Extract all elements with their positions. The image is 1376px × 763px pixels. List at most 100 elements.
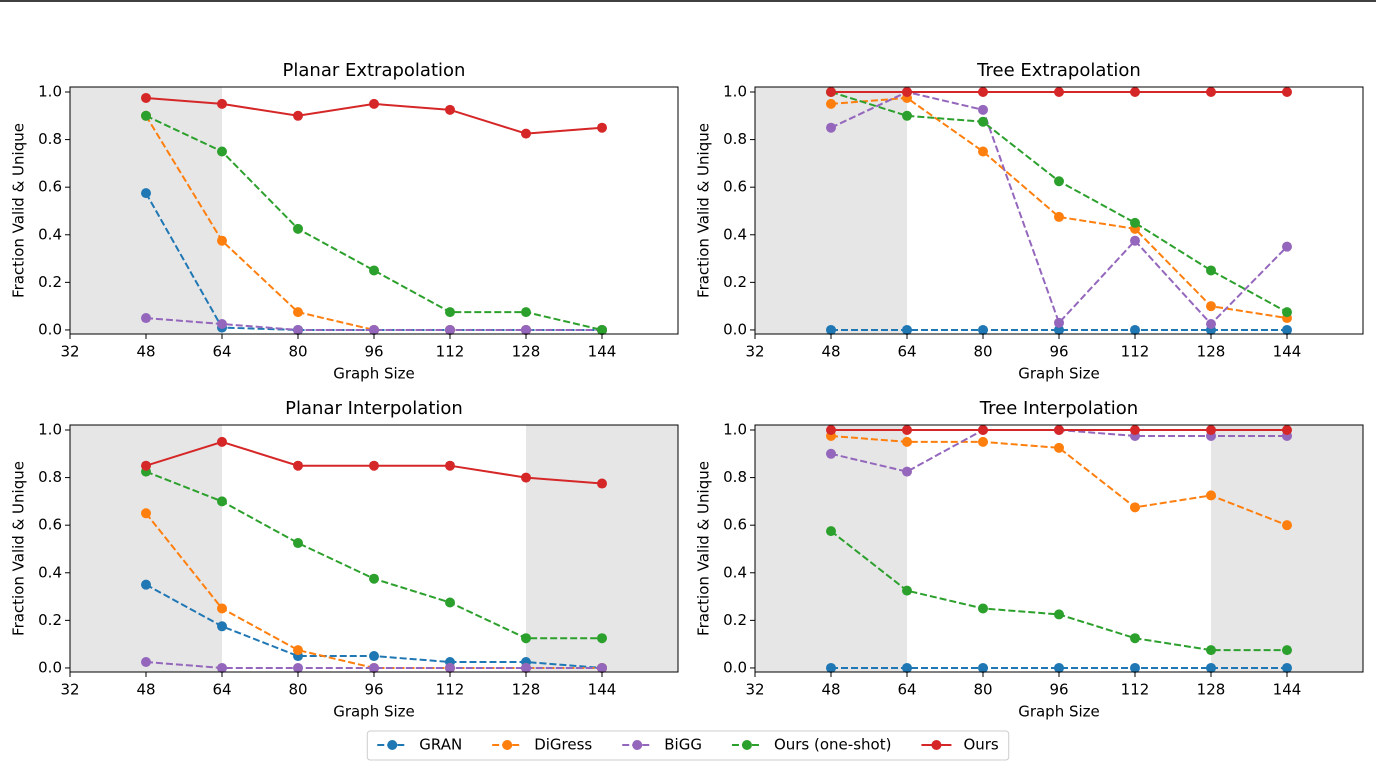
legend-item: BiGG [622, 736, 702, 754]
legend: GRAN DiGress BiGG Ours (one-shot) Ours [366, 730, 1010, 761]
data-point [369, 573, 379, 584]
y-tick-label: 0.8 [723, 468, 747, 486]
x-axis-label: Graph Size [333, 365, 415, 383]
legend-item: Ours (one-shot) [731, 736, 891, 754]
y-axis-label: Fraction Valid & Unique [695, 123, 713, 298]
chart-title: Tree Interpolation [979, 398, 1138, 419]
x-tick-label: 48 [136, 343, 155, 361]
data-point [902, 324, 912, 335]
y-axis-label: Fraction Valid & Unique [10, 123, 28, 298]
data-point [369, 98, 379, 109]
x-tick-label: 128 [1197, 343, 1226, 361]
data-point [978, 86, 988, 97]
y-axis-label: Fraction Valid & Unique [695, 461, 713, 636]
shaded-region [755, 425, 907, 672]
y-tick-label: 1.0 [723, 82, 747, 100]
legend-swatch-marker [741, 740, 752, 750]
x-tick-label: 96 [364, 681, 383, 699]
x-tick-label: 64 [897, 681, 916, 699]
shaded-region [526, 425, 678, 672]
data-point [902, 466, 912, 477]
legend-swatch-marker [387, 740, 398, 750]
y-tick-label: 0.4 [723, 563, 747, 581]
y-tick-label: 1.0 [38, 420, 62, 438]
legend-label: DiGress [534, 736, 592, 754]
x-axis-label: Graph Size [1018, 365, 1100, 383]
data-point [1206, 319, 1216, 330]
data-point [369, 651, 379, 662]
data-point [445, 460, 455, 471]
x-tick-label: 128 [512, 343, 541, 361]
data-point [445, 662, 455, 673]
data-point [1054, 609, 1064, 620]
data-point [293, 110, 303, 121]
data-point [597, 122, 607, 133]
x-tick-label: 32 [60, 343, 79, 361]
data-point [1054, 86, 1064, 97]
x-tick-label: 144 [1273, 681, 1302, 699]
data-point [1206, 265, 1216, 276]
data-point [826, 662, 836, 673]
y-tick-label: 0.8 [38, 130, 62, 148]
x-tick-label: 112 [1121, 681, 1150, 699]
y-tick-label: 0.0 [723, 658, 747, 676]
data-point [1282, 520, 1292, 531]
data-point [141, 313, 151, 324]
x-tick-label: 48 [821, 681, 840, 699]
y-tick-label: 0.0 [38, 658, 62, 676]
data-point [217, 603, 227, 614]
y-tick-label: 0.2 [38, 611, 62, 629]
data-point [1054, 424, 1064, 435]
y-tick-label: 0.8 [723, 130, 747, 148]
y-tick-label: 0.2 [723, 611, 747, 629]
data-point [826, 98, 836, 109]
data-point [902, 110, 912, 121]
x-tick-label: 96 [364, 343, 383, 361]
data-point [293, 662, 303, 673]
legend-frame [366, 730, 1010, 761]
data-point [369, 324, 379, 335]
data-point [445, 597, 455, 608]
data-point [1054, 176, 1064, 187]
x-tick-label: 112 [436, 343, 465, 361]
data-point [597, 478, 607, 489]
y-tick-label: 0.6 [723, 178, 747, 196]
legend-label: GRAN [419, 736, 462, 754]
x-tick-label: 80 [288, 343, 307, 361]
data-point [597, 662, 607, 673]
y-tick-label: 1.0 [38, 82, 62, 100]
data-point [1054, 317, 1064, 328]
data-point [1054, 211, 1064, 222]
data-point [141, 188, 151, 199]
x-tick-label: 144 [588, 681, 617, 699]
data-point [521, 307, 531, 318]
shaded-region [70, 87, 222, 334]
data-point [293, 460, 303, 471]
y-tick-label: 0.0 [723, 320, 747, 338]
data-point [293, 307, 303, 318]
data-point [141, 92, 151, 103]
y-axis-label: Fraction Valid & Unique [10, 461, 28, 636]
x-tick-label: 80 [973, 681, 992, 699]
legend-label: Ours [963, 736, 998, 754]
data-point [293, 645, 303, 656]
x-tick-label: 112 [436, 681, 465, 699]
data-point [217, 621, 227, 632]
data-point [293, 324, 303, 335]
data-point [369, 662, 379, 673]
data-point [597, 324, 607, 335]
x-tick-label: 64 [897, 343, 916, 361]
y-tick-label: 0.6 [723, 516, 747, 534]
data-point [902, 436, 912, 447]
legend-item: Ours [921, 736, 999, 754]
data-point [1130, 633, 1140, 644]
x-tick-label: 32 [745, 343, 764, 361]
data-point [978, 603, 988, 614]
x-tick-label: 32 [60, 681, 79, 699]
data-point [1130, 502, 1140, 513]
data-point [1282, 86, 1292, 97]
data-point [217, 146, 227, 157]
data-point [597, 633, 607, 644]
data-point [1206, 86, 1216, 97]
